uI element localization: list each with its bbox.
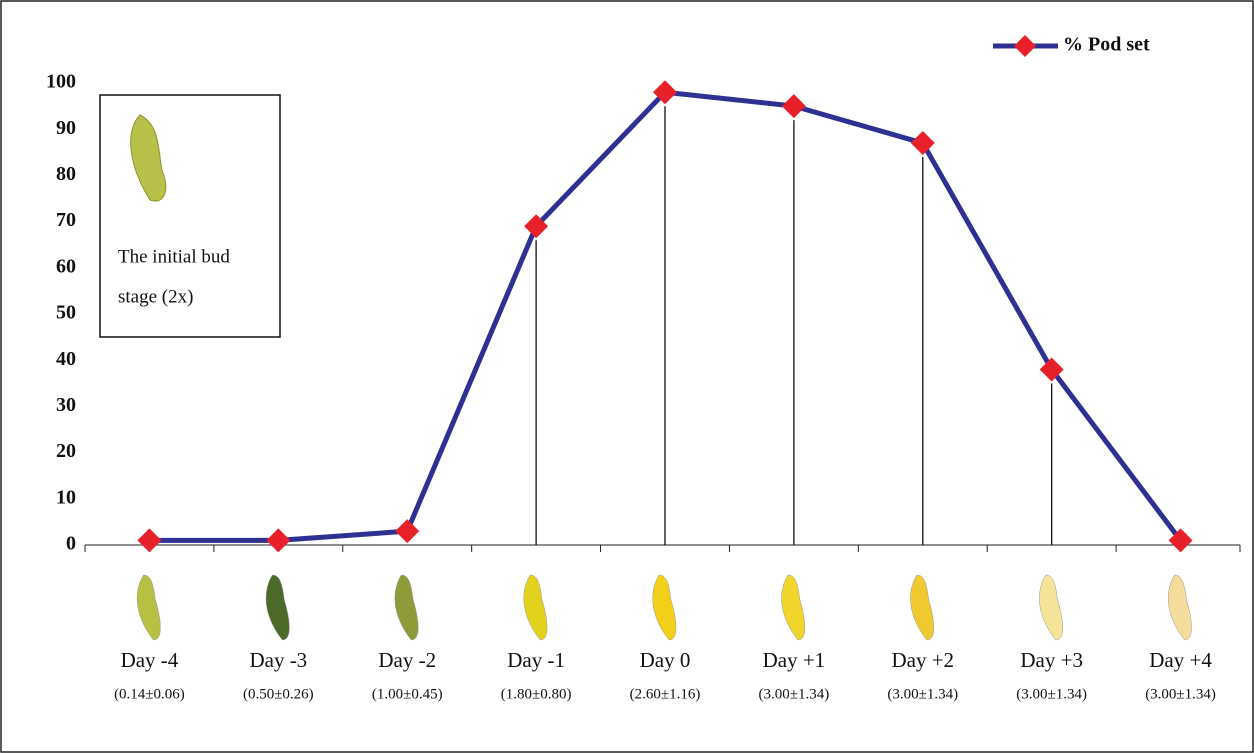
x-tick-label: Day -2 bbox=[378, 648, 436, 672]
flower-image bbox=[265, 574, 290, 641]
x-tick-label: Day +4 bbox=[1149, 648, 1212, 672]
x-tick-label: Day -4 bbox=[121, 648, 179, 672]
y-tick-label: 80 bbox=[56, 163, 76, 185]
marker bbox=[266, 528, 291, 553]
annotation: stage (2x) bbox=[118, 286, 193, 307]
flower-image bbox=[1039, 574, 1063, 641]
flower-image bbox=[1168, 574, 1192, 641]
x-tick-label: Day +2 bbox=[891, 648, 954, 672]
legend-label: % Pod set bbox=[1063, 34, 1150, 56]
flower-image bbox=[136, 574, 161, 641]
legend-marker bbox=[1014, 35, 1036, 57]
category-note: (3.00±1.34) bbox=[1016, 686, 1087, 702]
flower-image bbox=[652, 574, 677, 641]
x-tick-label: Day +3 bbox=[1020, 648, 1083, 672]
category-note: (1.80±0.80) bbox=[501, 686, 572, 702]
marker bbox=[781, 94, 806, 119]
category-note: (0.50±0.26) bbox=[243, 686, 314, 702]
x-tick-label: Day -3 bbox=[249, 648, 307, 672]
marker bbox=[137, 528, 162, 553]
y-tick-label: 40 bbox=[56, 348, 76, 370]
category-note: (0.14±0.06) bbox=[114, 686, 185, 702]
inset-box bbox=[99, 94, 281, 338]
category-note: (3.00±1.34) bbox=[759, 686, 830, 702]
y-tick-label: 100 bbox=[46, 71, 76, 93]
flower-image bbox=[910, 574, 935, 641]
category-note: (2.60±1.16) bbox=[630, 686, 701, 702]
bud-image bbox=[130, 114, 167, 202]
marker bbox=[1168, 528, 1193, 553]
y-tick-label: 90 bbox=[56, 117, 76, 139]
x-tick-label: Day 0 bbox=[640, 648, 691, 672]
marker bbox=[653, 80, 677, 105]
y-tick-label: 30 bbox=[56, 394, 76, 416]
marker bbox=[395, 519, 420, 544]
y-tick-label: 10 bbox=[56, 486, 76, 508]
flower-image bbox=[781, 574, 806, 641]
marker bbox=[910, 131, 935, 156]
y-tick-label: 0 bbox=[66, 533, 76, 555]
y-tick-label: 20 bbox=[56, 440, 76, 462]
annotation: The initial bud bbox=[118, 246, 230, 267]
inset: The initial bud stage (2x) bbox=[99, 94, 281, 338]
category-note: (1.00±0.45) bbox=[372, 686, 443, 702]
category-note: (3.00±1.34) bbox=[1145, 686, 1216, 702]
marker bbox=[524, 214, 549, 239]
y-tick-label: 70 bbox=[56, 209, 76, 231]
x-tick-label: Day +1 bbox=[763, 648, 826, 672]
y-tick-label: 60 bbox=[56, 255, 76, 277]
x-tick-label: Day -1 bbox=[507, 648, 565, 672]
marker bbox=[1039, 357, 1064, 382]
flower-image bbox=[523, 574, 548, 641]
category-note: (3.00±1.34) bbox=[887, 686, 958, 702]
y-tick-label: 50 bbox=[56, 302, 76, 324]
flower-image bbox=[394, 574, 419, 641]
